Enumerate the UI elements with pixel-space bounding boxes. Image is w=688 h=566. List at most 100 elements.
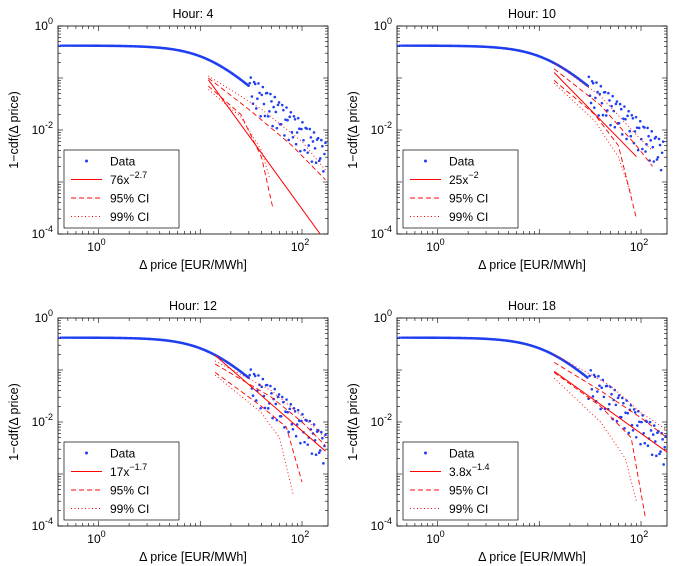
data-point	[271, 124, 274, 128]
data-point	[289, 110, 293, 114]
data-point	[321, 144, 324, 148]
data-point	[260, 93, 264, 97]
y-tick-label-exponent: -2	[45, 120, 53, 130]
x-tick-label-base: 10	[630, 532, 644, 546]
y-tick-label-base: 10	[371, 415, 385, 429]
data-point	[58, 44, 60, 47]
data-point	[624, 411, 627, 414]
y-tick-label-base: 10	[32, 227, 46, 241]
ci-95-upper	[214, 363, 326, 447]
data-point	[596, 390, 599, 393]
data-point	[609, 385, 612, 389]
data-point	[293, 410, 297, 413]
y-tick-label-base: 10	[32, 519, 46, 533]
data-point	[660, 151, 664, 155]
data-point	[280, 103, 284, 107]
data-point	[286, 410, 289, 414]
data-point	[263, 406, 267, 410]
data-point	[284, 118, 287, 121]
data-point	[253, 374, 257, 378]
data-point	[279, 414, 283, 418]
data-point	[324, 433, 327, 437]
data-point	[604, 114, 608, 117]
data-point	[61, 336, 65, 339]
data-point	[266, 115, 270, 118]
legend-marker	[424, 451, 427, 455]
tick-marks	[396, 317, 667, 527]
y-tick-label: 100	[374, 16, 392, 33]
x-tick-label-exponent: 2	[304, 237, 309, 247]
data-point	[247, 376, 250, 379]
legend-label: 95% CI	[110, 484, 149, 498]
legend-label-exponent: −1.7	[129, 462, 147, 472]
x-tick-label-base: 10	[291, 532, 305, 546]
data-point	[619, 415, 623, 419]
legend-marker	[85, 159, 88, 163]
data-point	[301, 412, 304, 416]
data-point	[308, 419, 312, 423]
x-tick-label-base: 10	[630, 240, 644, 254]
y-tick-label-base: 10	[374, 19, 388, 33]
y-tick-label-exponent: 0	[387, 16, 392, 26]
data-point	[291, 135, 295, 139]
y-tick-label-base: 10	[35, 19, 49, 33]
data-point	[636, 424, 639, 427]
data-point	[615, 100, 619, 103]
data-point	[610, 392, 613, 396]
data-point	[300, 127, 303, 131]
data-point	[630, 423, 634, 427]
x-axis-label: Δ price [EUR/MWh]	[139, 258, 247, 272]
data-point	[628, 129, 632, 133]
data-point	[322, 170, 325, 173]
data-point	[400, 44, 404, 47]
data-point	[629, 134, 633, 138]
legend-label-base: 3.8x	[449, 465, 472, 479]
data-point	[402, 336, 406, 339]
ci-95-upper	[553, 362, 667, 439]
data-point	[643, 441, 647, 445]
legend-label-base: 25x	[449, 173, 468, 187]
x-tick-label-exponent: 0	[440, 529, 445, 539]
data-point	[659, 168, 663, 172]
data-point	[397, 44, 399, 47]
data-point	[619, 107, 623, 111]
subplot-title: Hour: 18	[508, 299, 556, 313]
data-point	[303, 148, 306, 152]
legend-label-base: 76x	[110, 173, 129, 187]
data-point	[638, 420, 641, 424]
data-point	[661, 140, 665, 143]
data-point	[299, 149, 302, 153]
data-point	[590, 80, 594, 83]
y-tick-label-exponent: 0	[387, 308, 392, 318]
data-point	[589, 101, 593, 105]
data-point	[586, 84, 590, 88]
data-point	[615, 419, 619, 423]
data-point	[646, 126, 649, 130]
x-tick-label-exponent: 0	[101, 237, 106, 247]
data-point	[247, 84, 250, 87]
x-axis-label: Δ price [EUR/MWh]	[478, 550, 586, 564]
data-point	[625, 399, 628, 402]
legend-label: Data	[110, 155, 136, 169]
x-tick-label: 100	[87, 237, 105, 254]
data-point	[250, 95, 254, 98]
legend-label: Data	[449, 155, 475, 169]
x-tick-label-exponent: 2	[643, 529, 648, 539]
data-point	[58, 336, 60, 339]
data-point	[286, 118, 289, 122]
data-point	[287, 430, 290, 434]
fit-line	[214, 354, 326, 452]
y-tick-label: 10-4	[32, 224, 53, 241]
data-point	[629, 403, 633, 407]
data-point	[652, 424, 656, 427]
data-point	[662, 463, 665, 466]
data-point	[63, 44, 67, 47]
data-point	[270, 100, 273, 103]
ci-99-lower	[553, 377, 637, 502]
data-point	[655, 158, 659, 161]
data-point	[611, 94, 614, 98]
data-point	[609, 123, 612, 127]
data-point	[404, 44, 408, 47]
x-axis-label: Δ price [EUR/MWh]	[478, 258, 586, 272]
